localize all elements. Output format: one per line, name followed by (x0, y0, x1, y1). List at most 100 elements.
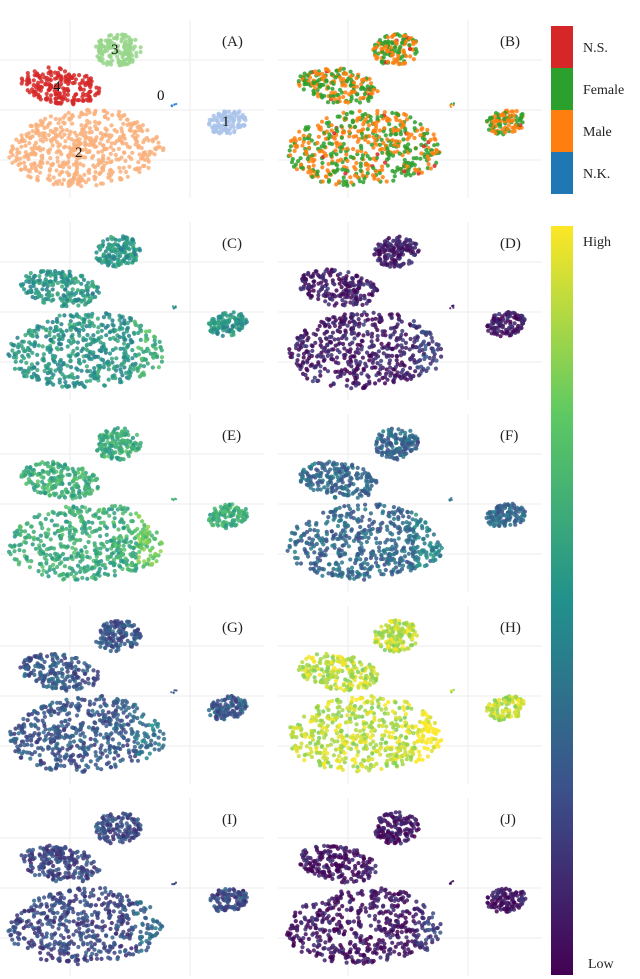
data-point (6, 549, 12, 554)
data-point (82, 359, 87, 364)
data-point (355, 312, 360, 317)
data-point (370, 322, 375, 327)
data-point (335, 158, 341, 163)
data-point (436, 342, 441, 347)
data-point (43, 363, 48, 368)
data-point (92, 373, 97, 379)
data-point (352, 320, 357, 325)
data-point (302, 328, 307, 333)
data-point (31, 78, 36, 83)
data-point (361, 180, 366, 185)
data-point (142, 539, 147, 544)
data-point (350, 276, 356, 281)
data-point (359, 313, 364, 318)
data-point (46, 361, 52, 367)
data-point (53, 96, 58, 101)
data-point (323, 322, 328, 328)
data-point (333, 343, 338, 348)
data-point (38, 97, 43, 102)
data-point (96, 369, 101, 374)
data-point (114, 356, 119, 361)
data-point (330, 86, 335, 91)
data-point (349, 180, 354, 185)
data-point (306, 140, 311, 145)
data-point (406, 168, 411, 173)
data-point (62, 145, 67, 150)
data-point (341, 175, 346, 180)
data-point (399, 370, 404, 375)
data-point (403, 126, 408, 131)
data-point (58, 75, 63, 80)
data-point (139, 519, 145, 524)
data-point (365, 167, 370, 172)
data-point (65, 490, 70, 495)
data-point (122, 320, 127, 326)
data-point (158, 549, 163, 554)
data-point (375, 112, 380, 117)
data-point (432, 143, 437, 148)
data-point (306, 165, 312, 170)
data-point (367, 345, 372, 350)
data-point (392, 174, 397, 179)
data-point (333, 318, 338, 323)
data-point (12, 543, 17, 548)
data-point (121, 121, 126, 126)
data-point (217, 131, 222, 136)
data-point (46, 527, 51, 532)
data-point (114, 157, 119, 162)
data-point (374, 133, 379, 138)
data-point (102, 510, 107, 515)
data-point (81, 98, 86, 103)
data-point (398, 166, 403, 172)
data-point (72, 130, 77, 135)
cluster-1-points (484, 501, 527, 529)
data-point (35, 178, 41, 183)
data-point (346, 270, 351, 275)
data-point (396, 246, 401, 251)
data-point (333, 148, 338, 153)
data-point (118, 564, 123, 569)
data-point (111, 335, 116, 340)
data-point (137, 549, 142, 554)
data-point (65, 556, 70, 561)
data-point (35, 325, 40, 331)
data-point (407, 36, 412, 41)
data-point (360, 355, 365, 360)
data-point (47, 173, 52, 178)
data-point (416, 359, 421, 364)
data-point (101, 520, 106, 525)
data-point (389, 314, 394, 320)
data-point (391, 129, 396, 134)
data-point (339, 135, 344, 140)
data-point (375, 115, 380, 120)
data-point (90, 321, 95, 326)
data-point (103, 447, 108, 452)
data-point (355, 139, 360, 144)
data-point (71, 142, 76, 147)
data-point (123, 243, 129, 249)
data-point (75, 288, 80, 293)
data-point (37, 462, 42, 467)
data-point (311, 288, 316, 293)
data-point (416, 171, 421, 176)
data-point (23, 333, 28, 338)
data-point (26, 79, 31, 84)
data-point (416, 373, 422, 378)
data-point (393, 139, 398, 144)
data-point (98, 40, 103, 45)
data-point (84, 112, 89, 117)
data-point (380, 167, 385, 173)
cluster-2-points (7, 108, 166, 189)
data-point (396, 143, 401, 149)
data-point (503, 320, 508, 325)
data-point (72, 574, 77, 579)
data-point (80, 466, 85, 471)
data-point (40, 485, 45, 490)
data-point (125, 344, 130, 349)
data-point (83, 130, 88, 135)
data-point (342, 355, 347, 361)
data-point (38, 270, 44, 275)
data-point (334, 355, 340, 360)
cluster-0-points (448, 496, 453, 502)
data-point (118, 138, 123, 143)
